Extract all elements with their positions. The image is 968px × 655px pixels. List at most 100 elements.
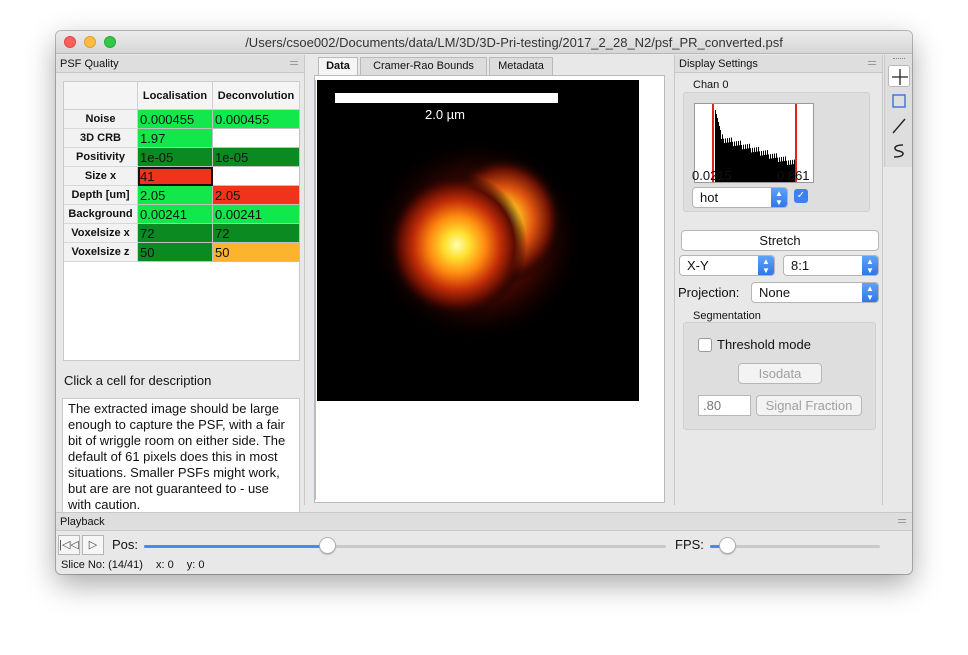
position-slider[interactable] (144, 537, 666, 554)
localisation-cell[interactable]: 2.05 (138, 186, 213, 205)
channel-box: 0.0215 0.861 hot ▲ ▼ ✓ (683, 92, 870, 212)
scale-bar (335, 93, 558, 103)
table-row: Depth [um] 2.05 2.05 (64, 186, 301, 205)
localisation-cell[interactable]: 1e-05 (138, 148, 213, 167)
view-select[interactable]: X-Y ▲ ▼ (679, 255, 775, 276)
row-header[interactable]: Size x (64, 167, 138, 186)
row-header[interactable]: Voxelsize x (64, 224, 138, 243)
deconvolution-cell[interactable]: 0.00241 (213, 205, 300, 224)
view-border (315, 80, 316, 500)
row-header[interactable]: 3D CRB (64, 129, 138, 148)
segmentation-box: Threshold mode Isodata .80 Signal Fracti… (683, 322, 876, 430)
rectangle-tool-icon[interactable] (888, 90, 910, 112)
display-settings-title: Display Settings (679, 58, 758, 70)
fps-slider-handle[interactable] (719, 537, 736, 554)
localisation-cell[interactable]: 1.97 (138, 129, 213, 148)
undock-icon[interactable] (898, 519, 906, 523)
localisation-cell[interactable]: 50 (138, 243, 213, 262)
column-header-deconvolution[interactable]: Deconvolution (213, 82, 300, 110)
psf-quality-header: PSF Quality (56, 55, 304, 73)
select-arrows-icon: ▲ ▼ (862, 256, 878, 275)
fps-slider[interactable] (710, 537, 880, 554)
deconvolution-cell[interactable]: 0.000455 (213, 110, 300, 129)
colormap-value: hot (700, 190, 719, 205)
deconvolution-cell[interactable]: 50 (213, 243, 300, 262)
deconvolution-cell[interactable] (213, 167, 300, 186)
rewind-icon: |◁◁ (59, 539, 79, 551)
deconvolution-cell[interactable]: 2.05 (213, 186, 300, 205)
playback-header: Playback (56, 513, 912, 531)
zoom-value: 8:1 (791, 258, 810, 273)
localisation-cell[interactable]: 0.00241 (138, 205, 213, 224)
table-row: Noise 0.000455 0.000455 (64, 110, 301, 129)
scale-bar-label: 2.0 µm (425, 107, 466, 122)
threshold-mode-label: Threshold mode (717, 337, 811, 352)
select-arrows-icon: ▲ ▼ (862, 283, 878, 302)
select-arrows-icon: ▲ ▼ (771, 188, 787, 207)
position-slider-handle[interactable] (318, 537, 336, 554)
play-icon: ▷ (88, 539, 98, 551)
cursor-x: x: 0 (156, 559, 174, 571)
localisation-cell[interactable]: 0.000455 (138, 110, 213, 129)
zoom-select[interactable]: 8:1 ▲ ▼ (783, 255, 879, 276)
deconvolution-cell[interactable]: 1e-05 (213, 148, 300, 167)
channel-label: Chan 0 (693, 79, 729, 91)
undock-icon[interactable] (868, 61, 876, 65)
threshold-mode-checkbox[interactable] (698, 338, 712, 352)
view-value: X-Y (687, 258, 709, 273)
histogram-plot (712, 104, 797, 182)
row-header[interactable]: Positivity (64, 148, 138, 167)
slice-number: Slice No: (14/41) (61, 559, 143, 571)
description-hint: Click a cell for description (64, 373, 212, 388)
deconvolution-cell[interactable] (213, 129, 300, 148)
localisation-cell[interactable]: 72 (138, 224, 213, 243)
grip-icon (893, 58, 905, 60)
tab-data[interactable]: Data (318, 57, 358, 75)
close-window-button[interactable] (64, 36, 76, 48)
psf-image-view[interactable]: 2.0 µm (317, 80, 639, 401)
status-bar: Slice No: (14/41) x: 0 y: 0 (56, 557, 912, 574)
data-tab-content: 2.0 µm (314, 75, 665, 503)
table-corner (64, 82, 138, 110)
row-header[interactable]: Voxelsize z (64, 243, 138, 262)
histogram-min: 0.0215 (692, 168, 732, 183)
histogram[interactable] (694, 103, 814, 183)
row-header[interactable]: Noise (64, 110, 138, 129)
playback-panel: Playback |◁◁ ▷ Pos: FPS: (56, 512, 912, 556)
column-header-localisation[interactable]: Localisation (138, 82, 213, 110)
tab-cramer-rao-bounds[interactable]: Cramer-Rao Bounds (360, 57, 487, 75)
window-title: /Users/csoe002/Documents/data/LM/3D/3D-P… (245, 35, 783, 50)
table-row: Voxelsize x 72 72 (64, 224, 301, 243)
row-header[interactable]: Depth [um] (64, 186, 138, 205)
isodata-button[interactable]: Isodata (738, 363, 822, 384)
play-button[interactable]: ▷ (82, 535, 104, 555)
tool-strip (884, 55, 912, 167)
colormap-enabled-checkbox[interactable]: ✓ (794, 189, 808, 203)
psf-quality-panel: PSF Quality Localisation Deconvolution N… (56, 55, 305, 523)
undock-icon[interactable] (290, 61, 298, 65)
maximize-window-button[interactable] (104, 36, 116, 48)
colormap-select[interactable]: hot ▲ ▼ (692, 187, 788, 208)
row-header[interactable]: Background (64, 205, 138, 224)
title-bar: /Users/csoe002/Documents/data/LM/3D/3D-P… (56, 31, 912, 54)
freehand-tool-icon[interactable] (888, 140, 910, 162)
rewind-button[interactable]: |◁◁ (58, 535, 80, 555)
signal-fraction-button[interactable]: Signal Fraction (756, 395, 862, 416)
projection-label: Projection: (678, 285, 740, 300)
projection-select[interactable]: None ▲ ▼ (751, 282, 879, 303)
deconvolution-cell[interactable]: 72 (213, 224, 300, 243)
localisation-cell[interactable]: 41 (138, 167, 213, 186)
tab-metadata[interactable]: Metadata (489, 57, 553, 75)
playback-title: Playback (60, 516, 105, 528)
stretch-button[interactable]: Stretch (681, 230, 879, 251)
crosshair-tool-icon[interactable] (888, 65, 910, 87)
segmentation-label: Segmentation (693, 310, 761, 322)
fps-slider-fill (710, 545, 727, 548)
app-window: /Users/csoe002/Documents/data/LM/3D/3D-P… (56, 31, 912, 574)
table-row: Background 0.00241 0.00241 (64, 205, 301, 224)
minimize-window-button[interactable] (84, 36, 96, 48)
table-row: Positivity 1e-05 1e-05 (64, 148, 301, 167)
table-row: Voxelsize z 50 50 (64, 243, 301, 262)
line-tool-icon[interactable] (888, 115, 910, 137)
threshold-value-input[interactable]: .80 (698, 395, 751, 416)
